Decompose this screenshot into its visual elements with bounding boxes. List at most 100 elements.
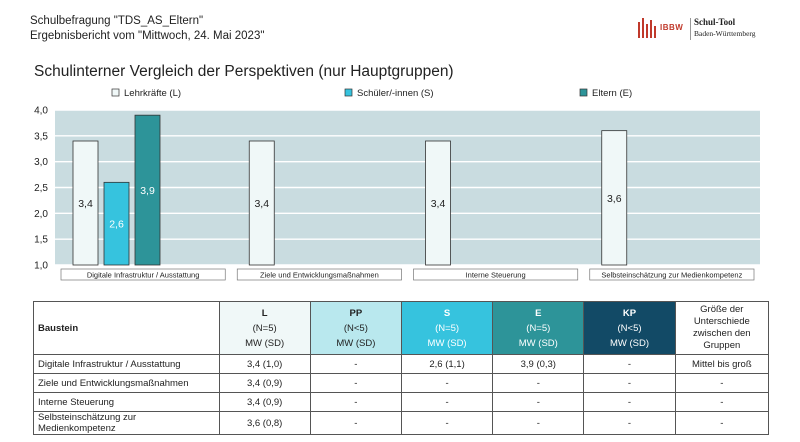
data-label-0-1: 2,6 [109,219,124,231]
logo-title: Schul-Tool [694,17,736,27]
bar-1-0 [248,140,275,266]
bar-0-1 [103,181,130,266]
value-cell: - [492,373,585,393]
col-code: KP [622,307,637,319]
chart-title: Schulinterner Vergleich der Perspektiven… [34,63,454,80]
baustein-cell: Ziele und Entwicklungsmaßnahmen [33,373,220,393]
category-label-3: Selbsteinschätzung zur Medienkompetenz [601,271,742,280]
value-cell: - [492,392,585,412]
col-stat: MW (SD) [518,337,558,349]
col-n: (N<5) [343,322,368,334]
legend-swatch-2 [579,88,588,97]
table-header-e: E (N=5) MW (SD) [492,301,585,355]
category-label-2: Interne Steuerung [466,271,526,280]
bar-3-0 [601,130,628,266]
table-row: Selbsteinschätzung zur Medienkompetenz 3,… [33,411,770,435]
value-cell: - [309,392,402,412]
y-tick-label: 4,0 [34,106,48,117]
ibbw-mark: IBBW [660,23,684,32]
data-label-0-2: 3,9 [140,185,155,197]
ibbw-logo-icon [638,18,656,38]
value-cell: 3,4 (1,0) [218,354,311,374]
bar-chart: Lehrkräfte (L) Schüler/-innen (S) Eltern (… [34,88,760,281]
bar-0-0 [72,140,99,266]
value-cell: - [583,354,676,374]
col-code: L [261,307,268,319]
value-cell: 2,6 (1,1) [400,354,494,374]
value-cell: - [400,411,494,435]
data-label-3-0: 3,6 [607,193,622,205]
table-header-pp: PP (N<5) MW (SD) [309,301,402,355]
col-n: (N<5) [617,322,642,334]
difference-cell: - [674,411,770,435]
value-cell: - [583,392,676,412]
col-n: (N=5) [526,322,551,334]
bar-0-2 [134,114,161,266]
table-header-row: Baustein L (N=5) MW (SD) PP (N<5) MW (SD) S (N=… [33,301,770,355]
col-code: S [443,307,451,319]
y-tick-label: 3,5 [34,131,48,142]
value-cell: - [583,373,676,393]
baustein-cell: Selbsteinschätzung zur Medienkompetenz [33,411,220,435]
legend-swatch-0 [111,88,120,97]
col-stat: MW (SD) [245,337,285,349]
category-label-0: Digitale Infrastruktur / Ausstattung [87,271,200,280]
col-code: E [535,307,542,319]
logo-subtitle: Baden-Württemberg [694,29,756,38]
data-label-2-0: 3,4 [431,198,446,210]
y-tick-label: 1,0 [34,261,48,272]
table-header-baustein: Baustein [33,301,220,355]
baustein-cell: Interne Steuerung [33,392,220,412]
value-cell: - [492,411,585,435]
table-row: Interne Steuerung 3,4 (0,9) - - - - - [33,392,770,412]
difference-cell: Mittel bis groß [674,354,770,374]
difference-cell: - [674,373,770,393]
data-label-0-0: 3,4 [78,198,93,210]
legend-label-1: Schüler/-innen (S) [357,88,434,99]
value-cell: 3,4 (0,9) [218,373,311,393]
y-tick-label: 3,0 [34,157,48,168]
col-stat: MW (SD) [609,337,650,349]
table-row: Ziele und Entwicklungsmaßnahmen 3,4 (0,9)… [33,373,770,393]
category-label-1: Ziele und Entwicklungsmaßnahmen [260,271,379,280]
report-date: Ergebnisbericht vom "Mittwoch, 24. Mai 2… [30,30,265,42]
category-box-1 [236,268,402,281]
category-box-2 [413,268,579,281]
baustein-cell: Digitale Infrastruktur / Ausstattung [33,354,220,374]
col-n: (N=5) [435,322,460,334]
table-row: Digitale Infrastruktur / Ausstattung 3,4 … [33,354,770,374]
value-cell: - [583,411,676,435]
report-survey-name: Schulbefragung "TDS_AS_Eltern" [30,15,204,27]
value-cell: 3,6 (0,8) [218,411,311,435]
value-cell: - [400,373,494,393]
table-body: Digitale Infrastruktur / Ausstattung 3,4 … [33,354,770,435]
col-stat: MW (SD) [336,337,376,349]
value-cell: - [309,373,402,393]
table-header-difference: Größe der Unterschiede zwischen den Grup… [674,301,770,355]
results-table: Baustein L (N=5) MW (SD) PP (N<5) MW (SD) S (N=… [33,301,770,435]
y-tick-label: 1,5 [34,235,48,246]
category-box-0 [60,268,226,281]
table-header-kp: KP (N<5) MW (SD) [583,301,676,355]
data-label-1-0: 3,4 [254,198,269,210]
table-header-l: L (N=5) MW (SD) [218,301,311,355]
legend-label-2: Eltern (E) [592,88,632,99]
bar-2-0 [425,140,451,266]
value-cell: 3,4 (0,9) [218,392,311,412]
legend-label-0: Lehrkräfte (L) [124,88,181,99]
y-tick-label: 2,0 [34,209,48,220]
y-tick-label: 2,5 [34,183,48,194]
report-header: Schulbefragung "TDS_AS_Eltern" Ergebnisb… [30,14,264,44]
category-box-3 [589,268,755,281]
legend-swatch-1 [344,88,353,97]
table-header-s: S (N=5) MW (SD) [400,301,494,355]
difference-cell: - [674,392,770,412]
schul-tool-logo: IBBW Schul-Tool Baden-Württemberg [636,16,766,44]
value-cell: 3,9 (0,3) [492,354,585,374]
col-code: PP [349,307,363,319]
logo-separator [690,18,691,40]
value-cell: - [309,411,402,435]
value-cell: - [309,354,402,374]
value-cell: - [400,392,494,412]
col-n: (N=5) [252,322,277,334]
